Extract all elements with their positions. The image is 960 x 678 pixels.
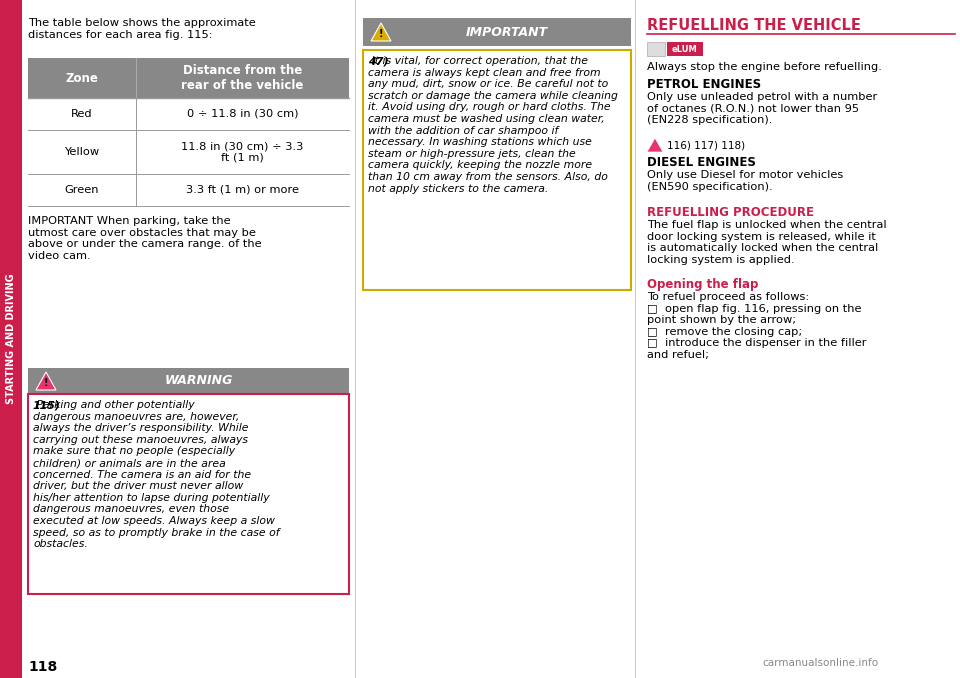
- Bar: [28, 368, 349, 394]
- Bar: [363, 50, 631, 290]
- Bar: [363, 18, 631, 46]
- Text: 47): 47): [368, 56, 389, 66]
- Text: The fuel flap is unlocked when the central
door locking system is released, whil: The fuel flap is unlocked when the centr…: [647, 220, 887, 265]
- Text: IMPORTANT When parking, take the
utmost care over obstacles that may be
above or: IMPORTANT When parking, take the utmost …: [28, 216, 262, 261]
- Bar: [647, 42, 665, 56]
- Text: Green: Green: [64, 185, 99, 195]
- Bar: [0, 0, 22, 678]
- Text: The table below shows the approximate
distances for each area fig. 115:: The table below shows the approximate di…: [28, 18, 255, 39]
- Text: !: !: [44, 378, 48, 388]
- Text: Zone: Zone: [65, 71, 99, 85]
- Text: WARNING: WARNING: [164, 374, 232, 388]
- Text: DIESEL ENGINES: DIESEL ENGINES: [647, 156, 756, 169]
- Text: Yellow: Yellow: [64, 147, 100, 157]
- Text: eLUM: eLUM: [672, 45, 698, 54]
- Text: STARTING AND DRIVING: STARTING AND DRIVING: [6, 274, 16, 404]
- Text: 118: 118: [28, 660, 58, 674]
- Text: 11.8 in (30 cm) ÷ 3.3
ft (1 m): 11.8 in (30 cm) ÷ 3.3 ft (1 m): [181, 141, 303, 163]
- Text: It is vital, for correct operation, that the
camera is always kept clean and fre: It is vital, for correct operation, that…: [368, 56, 618, 194]
- Text: carmanualsonline.info: carmanualsonline.info: [762, 658, 878, 668]
- Text: 115): 115): [33, 400, 60, 410]
- Polygon shape: [647, 138, 663, 152]
- Text: Red: Red: [71, 109, 93, 119]
- Text: PETROL ENGINES: PETROL ENGINES: [647, 78, 761, 91]
- Text: Only use Diesel for motor vehicles
(EN590 specification).: Only use Diesel for motor vehicles (EN59…: [647, 170, 843, 192]
- Text: REFUELLING THE VEHICLE: REFUELLING THE VEHICLE: [647, 18, 861, 33]
- Text: To refuel proceed as follows:
□  open flap fig. 116, pressing on the
point shown: To refuel proceed as follows: □ open fla…: [647, 292, 867, 360]
- Text: Always stop the engine before refuelling.: Always stop the engine before refuelling…: [647, 62, 882, 72]
- Text: Distance from the
rear of the vehicle: Distance from the rear of the vehicle: [181, 64, 303, 92]
- Text: !: !: [379, 29, 383, 39]
- Text: 116) 117) 118): 116) 117) 118): [667, 140, 745, 150]
- Polygon shape: [371, 23, 391, 41]
- Text: Opening the flap: Opening the flap: [647, 278, 758, 291]
- Text: IMPORTANT: IMPORTANT: [466, 26, 548, 39]
- Text: 3.3 ft (1 m) or more: 3.3 ft (1 m) or more: [186, 185, 299, 195]
- Bar: [28, 394, 349, 594]
- Text: REFUELLING PROCEDURE: REFUELLING PROCEDURE: [647, 206, 814, 219]
- Polygon shape: [36, 372, 56, 390]
- Text: Parking and other potentially
dangerous manoeuvres are, however,
always the driv: Parking and other potentially dangerous …: [33, 400, 279, 549]
- Text: Only use unleaded petrol with a number
of octanes (R.O.N.) not lower than 95
(EN: Only use unleaded petrol with a number o…: [647, 92, 877, 125]
- Text: 0 ÷ 11.8 in (30 cm): 0 ÷ 11.8 in (30 cm): [187, 109, 299, 119]
- Bar: [667, 42, 703, 56]
- Bar: [28, 58, 349, 98]
